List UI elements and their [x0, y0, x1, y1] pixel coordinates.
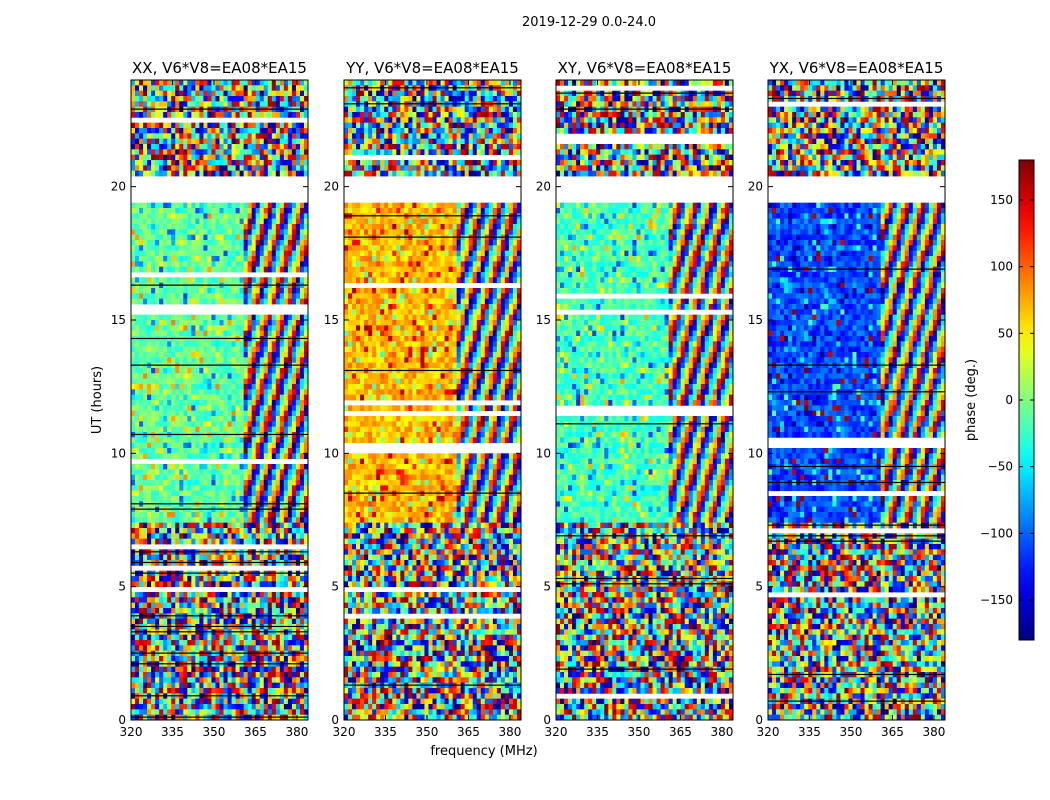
panel-frame [767, 79, 946, 721]
panel-3: XY, V6*V8=EA08*EA15 320 335 350 365 380 0 5 10 15… [536, 59, 734, 739]
y-tick-label: 0 [543, 713, 551, 727]
x-tick-label: 350 [840, 725, 863, 739]
y-tick-label: 0 [331, 713, 339, 727]
y-tick-label: 20 [324, 180, 339, 194]
figure-suptitle: 2019-12-29 0.0-24.0 [522, 15, 656, 30]
x-tick-label: 380 [710, 725, 733, 739]
panel-frame [555, 79, 734, 721]
panel-heatmap [556, 80, 733, 720]
y-tick-label: 10 [111, 446, 126, 460]
y-tick-label: 15 [748, 313, 763, 327]
y-tick-label: 20 [111, 180, 126, 194]
x-tick-label: 335 [586, 725, 609, 739]
x-tick-label: 335 [161, 725, 184, 739]
y-tick-label: 15 [536, 313, 551, 327]
panel-1: XX, V6*V8=EA08*EA15 320 335 350 365 380 0 5 10 15… [111, 59, 309, 739]
panel-4: YX, V6*V8=EA08*EA15 320 335 350 365 380 0 5 10 15… [748, 59, 946, 739]
panel-title: XX, V6*V8=EA08*EA15 [132, 59, 307, 77]
x-tick-label: 365 [457, 725, 480, 739]
y-tick-label: 5 [755, 580, 763, 594]
x-tick-label: 380 [498, 725, 521, 739]
y-tick-label: 5 [543, 580, 551, 594]
x-tick-label: 380 [285, 725, 308, 739]
x-tick-label: 350 [628, 725, 651, 739]
y-tick-label: 0 [755, 713, 763, 727]
x-tick-label: 350 [416, 725, 439, 739]
colorbar-tick-label: 100 [990, 260, 1013, 274]
y-tick-label: 20 [536, 180, 551, 194]
x-tick-label: 320 [757, 725, 780, 739]
x-tick-label: 380 [922, 725, 945, 739]
y-axis-label: UT (hours) [90, 366, 105, 434]
x-tick-label: 365 [881, 725, 904, 739]
colorbar-tick-label: 0 [1005, 393, 1013, 407]
colorbar: 150 100 50 0 −50 −100 −150 [980, 159, 1035, 641]
colorbar-label: phase (deg.) [964, 359, 979, 441]
y-tick-label: 20 [748, 180, 763, 194]
y-tick-label: 5 [118, 580, 126, 594]
colorbar-tick-label: 150 [990, 193, 1013, 207]
panel-title: YX, V6*V8=EA08*EA15 [769, 59, 944, 77]
y-tick-label: 10 [748, 446, 763, 460]
panel-frame [130, 79, 309, 721]
colorbar-tick-label: −100 [980, 526, 1013, 540]
y-tick-label: 15 [111, 313, 126, 327]
x-tick-label: 320 [120, 725, 143, 739]
x-tick-label: 320 [545, 725, 568, 739]
x-tick-label: 335 [798, 725, 821, 739]
y-tick-label: 5 [331, 580, 339, 594]
colorbar-tick-label: 50 [998, 326, 1013, 340]
panel-frame [343, 79, 522, 721]
x-tick-label: 365 [244, 725, 267, 739]
panel-heatmap [131, 80, 308, 720]
panels-group: XX, V6*V8=EA08*EA15 320 335 350 365 380 0 5 10 15… [111, 59, 946, 739]
panel-title: XY, V6*V8=EA08*EA15 [558, 59, 732, 77]
y-tick-label: 10 [536, 446, 551, 460]
x-axis-label: frequency (MHz) [430, 744, 537, 759]
y-tick-label: 10 [324, 446, 339, 460]
panel-2: YY, V6*V8=EA08*EA15 320 335 350 365 380 0 5 10 15… [324, 59, 522, 739]
x-tick-label: 350 [203, 725, 226, 739]
panel-title: YY, V6*V8=EA08*EA15 [345, 59, 519, 77]
panel-heatmap [768, 80, 945, 720]
colorbar-tick-label: −50 [988, 460, 1013, 474]
x-tick-label: 335 [374, 725, 397, 739]
x-tick-label: 320 [333, 725, 356, 739]
panel-heatmap [344, 80, 521, 720]
x-tick-label: 365 [669, 725, 692, 739]
y-tick-label: 0 [118, 713, 126, 727]
colorbar-tick-label: −150 [980, 593, 1013, 607]
y-tick-label: 15 [324, 313, 339, 327]
